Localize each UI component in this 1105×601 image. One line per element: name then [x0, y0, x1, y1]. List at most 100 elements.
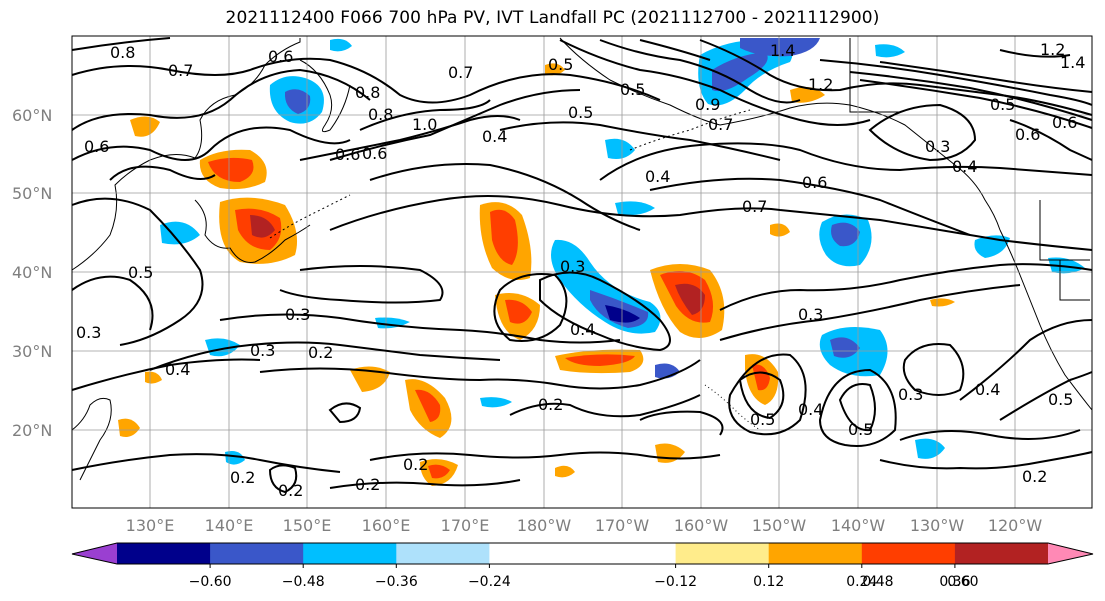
contour-label: 0.5: [128, 263, 153, 282]
contour-label: 0.9: [695, 95, 720, 114]
contour-label: 0.3: [798, 305, 823, 324]
contour-label: 0.7: [448, 63, 473, 82]
contour-line: [329, 479, 521, 489]
contour-label: 0.8: [355, 83, 380, 102]
lon-label: 150°E: [283, 516, 332, 535]
colorbar-segment: [768, 543, 863, 564]
pv-negative-area: [284, 89, 311, 114]
pv-negative-area: [225, 451, 245, 465]
map-frame: [71, 35, 1093, 509]
contour-label: 0.3: [560, 257, 585, 276]
pv-positive-area: [752, 364, 770, 391]
contour-line: [649, 177, 971, 236]
colorbar-tick-label: −0.36: [375, 574, 418, 590]
colorbar-tick-label: 0.12: [753, 574, 784, 590]
contour-label: 0.6: [362, 144, 387, 163]
coastline-north-america: [999, 229, 1093, 411]
contour-label: 1.4: [1060, 53, 1085, 72]
contour-label: 0.7: [742, 197, 767, 216]
contour-label: 0.6: [1052, 113, 1077, 132]
contour-line: [149, 341, 501, 371]
contour-label: 1.0: [412, 115, 437, 134]
pv-negative-area: [480, 397, 512, 408]
contour-label: 0.5: [620, 80, 645, 99]
colorbar-segment: [582, 543, 677, 564]
pv-negative-area: [605, 305, 640, 323]
contour-label: 0.3: [898, 385, 923, 404]
contour-line: [109, 165, 216, 181]
lat-label: 40°N: [12, 263, 52, 282]
pv-negative-area: [740, 38, 820, 57]
contour-line: [279, 265, 444, 304]
pv-positive-area: [675, 283, 705, 315]
contour-label: 0.2: [403, 455, 428, 474]
contour-line: [539, 271, 671, 352]
contour-line: [959, 319, 1093, 401]
contour-line: [299, 115, 521, 161]
lon-label: 170°E: [441, 516, 490, 535]
colorbar-tick-label: −0.12: [654, 574, 697, 590]
pv-negative-area: [1048, 257, 1085, 274]
contour-line: [868, 103, 977, 162]
lat-label: 30°N: [12, 342, 52, 361]
colorbar-ticks: [209, 564, 956, 568]
colorbar-segments: [72, 543, 1093, 564]
contour-label: 0.6: [802, 173, 827, 192]
contour-label: 0.4: [975, 380, 1000, 399]
pv-negative-area: [915, 438, 945, 459]
contour-label: 0.6: [84, 137, 109, 156]
colorbar-tick-label: 0.36: [939, 574, 970, 590]
colorbar-segment: [210, 543, 304, 564]
contour-label: 0.7: [168, 61, 193, 80]
coastline-alaska: [559, 37, 1001, 231]
contour-line: [728, 353, 807, 436]
lon-label: 170°W: [595, 516, 650, 535]
contour-label: 0.4: [645, 167, 670, 186]
colorbar: −0.60 −0.48 −0.36 −0.24 −0.12 0.12 0.24 …: [71, 542, 1094, 590]
contour-label: 0.4: [570, 320, 595, 339]
contour-label: 0.2: [278, 481, 303, 500]
contour-label: 1.4: [770, 41, 795, 60]
lon-label: 140°E: [205, 516, 254, 535]
contour-line: [738, 371, 785, 420]
colorbar-segment: [675, 543, 770, 564]
contour-line: [493, 273, 568, 342]
pv-positive-area: [208, 157, 254, 182]
contour-label: 0.5: [568, 103, 593, 122]
contour-line: [71, 358, 261, 391]
contour-line: [369, 451, 721, 461]
contour-labels: 0.8 0.6 0.7 0.8 0.6 0.5 0.6 0.8 0.7 0.6 …: [76, 40, 1085, 500]
lon-label: 150°W: [752, 516, 807, 535]
pv-negative-area: [830, 337, 860, 358]
contour-label: 0.4: [165, 360, 190, 379]
lon-label: 180°W: [517, 516, 572, 535]
contour-label: 0.2: [538, 395, 563, 414]
colorbar-labels: −0.60 −0.48 −0.36 −0.24 −0.12 0.12 0.24 …: [189, 574, 979, 590]
pv-positive-area: [415, 389, 441, 422]
contour-line: [879, 451, 1093, 470]
contour-line: [369, 163, 641, 231]
lon-label: 160°E: [362, 516, 411, 535]
pv-positive-area: [545, 63, 565, 76]
contour-label: 0.5: [990, 95, 1015, 114]
contour-line: [71, 68, 371, 131]
colorbar-segment: [303, 543, 397, 564]
pv-negative-area: [160, 221, 200, 245]
colorbar-tick-label: −0.60: [189, 574, 232, 590]
contour-label: 0.3: [285, 305, 310, 324]
contour-label: 0.2: [355, 475, 380, 494]
contour-line: [999, 371, 1093, 421]
pv-positive-area: [770, 223, 790, 237]
colorbar-outline: [71, 542, 1094, 565]
pv-negative-area: [831, 222, 860, 247]
pv-positive-area: [505, 299, 532, 324]
contour-line: [359, 99, 491, 131]
pv-positive-area: [565, 354, 635, 366]
coastline-kamchatka: [299, 59, 351, 133]
pv-negative-area: [615, 201, 655, 216]
contour-label: 0.4: [952, 157, 977, 176]
contour-line: [859, 79, 1093, 129]
pv-positive-area: [930, 298, 955, 307]
colorbar-tick-label: 0.48: [862, 574, 893, 590]
